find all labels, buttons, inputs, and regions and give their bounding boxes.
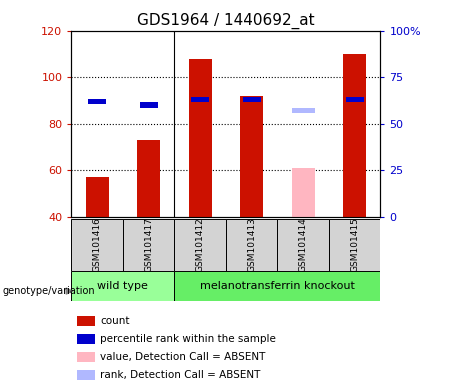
Bar	[86, 177, 109, 217]
Bar	[346, 97, 364, 103]
Bar	[88, 99, 106, 104]
Text: wild type: wild type	[97, 281, 148, 291]
Text: GSM101414: GSM101414	[299, 217, 307, 272]
Title: GDS1964 / 1440692_at: GDS1964 / 1440692_at	[137, 13, 315, 29]
Text: count: count	[100, 316, 130, 326]
Bar	[77, 352, 95, 362]
Bar	[343, 54, 366, 217]
Bar	[291, 108, 315, 113]
Bar	[226, 219, 278, 271]
Bar	[137, 140, 160, 217]
Text: GSM101415: GSM101415	[350, 217, 359, 272]
Bar	[77, 370, 95, 379]
Bar	[189, 59, 212, 217]
Text: GSM101416: GSM101416	[93, 217, 102, 272]
Bar	[278, 219, 329, 271]
Bar	[291, 168, 315, 217]
Bar	[77, 316, 95, 326]
Bar	[123, 219, 174, 271]
Bar	[191, 97, 209, 103]
Text: melanotransferrin knockout: melanotransferrin knockout	[200, 281, 355, 291]
Text: genotype/variation: genotype/variation	[2, 286, 95, 296]
Text: GSM101413: GSM101413	[247, 217, 256, 272]
Text: value, Detection Call = ABSENT: value, Detection Call = ABSENT	[100, 352, 266, 362]
Bar	[140, 103, 158, 108]
Bar	[174, 271, 380, 301]
Bar	[71, 219, 123, 271]
Text: GSM101412: GSM101412	[195, 217, 205, 272]
Bar	[242, 97, 260, 103]
Text: percentile rank within the sample: percentile rank within the sample	[100, 334, 277, 344]
Bar	[240, 96, 263, 217]
Bar	[174, 219, 226, 271]
Bar	[77, 334, 95, 344]
Text: rank, Detection Call = ABSENT: rank, Detection Call = ABSENT	[100, 370, 261, 380]
Text: GSM101417: GSM101417	[144, 217, 153, 272]
Bar	[329, 219, 380, 271]
Bar	[71, 271, 174, 301]
